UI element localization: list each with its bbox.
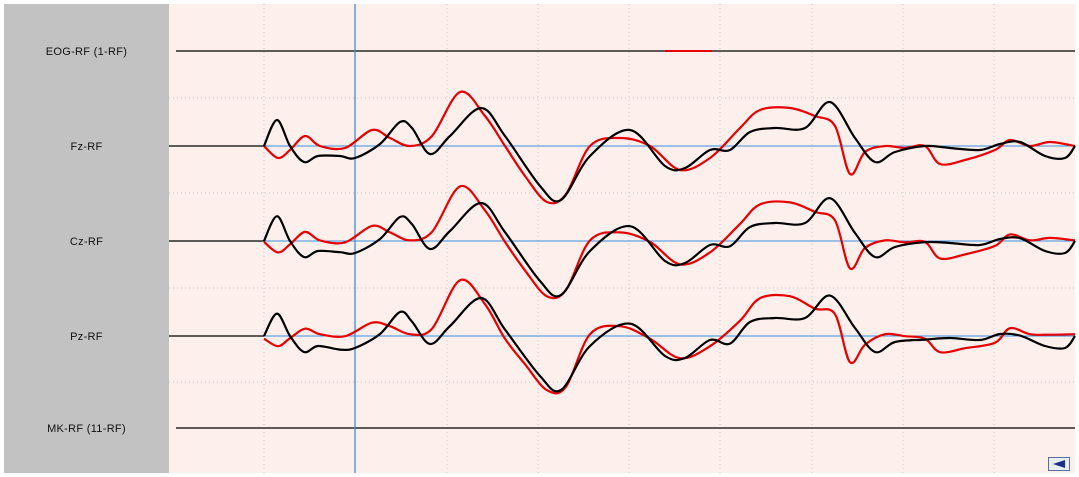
trace-black-cz <box>263 197 1076 298</box>
time-grid <box>169 4 1075 473</box>
trace-black-pz <box>263 294 1076 393</box>
scroll-left-button[interactable] <box>1048 457 1070 471</box>
trace-black-fz <box>262 100 1076 203</box>
channel-label-cz[interactable]: Cz-RF <box>69 236 104 248</box>
channel-baselines <box>169 50 1075 429</box>
channel-label-mk[interactable]: MK-RF (11-RF) <box>47 423 126 435</box>
erp-traces <box>262 90 1076 395</box>
trace-red-cz <box>263 184 1076 300</box>
channel-label-pz[interactable]: Pz-RF <box>70 331 103 343</box>
channel-label-panel: EOG-RF (1-RF) Fz-RF Cz-RF Pz-RF MK-RF (1… <box>4 4 169 473</box>
channel-label-eog[interactable]: EOG-RF (1-RF) <box>45 46 128 58</box>
waveform-plot-area[interactable] <box>169 4 1075 473</box>
scroll-left-arrow-icon <box>1053 460 1065 468</box>
trace-red-pz <box>263 278 1076 395</box>
trace-red-fz <box>263 90 1076 205</box>
channel-label-fz[interactable]: Fz-RF <box>70 141 103 153</box>
